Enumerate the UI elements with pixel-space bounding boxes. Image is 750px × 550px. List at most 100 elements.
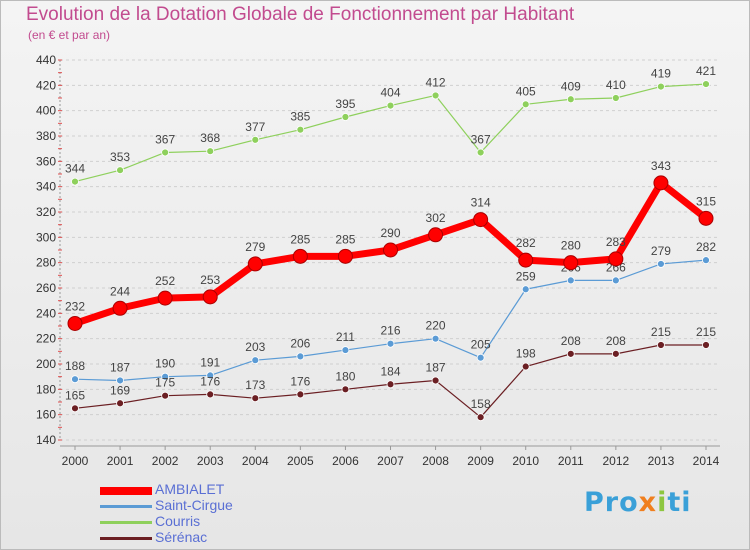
data-label-courris-2002: 367 (155, 132, 175, 146)
legend-swatch-saint-cirgue (100, 505, 152, 508)
point-saint-cirgue-2014 (702, 256, 710, 265)
x-tick-label-2000: 2000 (62, 454, 89, 468)
data-label-saint-cirgue-2003: 191 (200, 355, 220, 369)
point-s-r-nac-2009 (476, 413, 485, 422)
y-tick-label-440: 440 (36, 53, 56, 67)
point-courris-2012 (611, 94, 620, 102)
data-label-s-r-nac-2013: 215 (651, 325, 671, 339)
grid-lines (60, 59, 720, 441)
data-label-courris-2006: 395 (335, 97, 355, 111)
logo-part-4: ti (667, 487, 692, 518)
legend-item-saint-cirgue: Saint-Cirgue (100, 497, 320, 514)
data-label-courris-2009: 367 (471, 132, 491, 146)
point-saint-cirgue-2002 (161, 372, 170, 381)
point-ambialet-2004 (247, 256, 263, 272)
data-label-ambialet-2000: 232 (65, 299, 85, 313)
data-label-saint-cirgue-2006: 211 (336, 330, 355, 344)
point-s-r-nac-2011 (566, 349, 575, 358)
y-tick-label-240: 240 (36, 306, 56, 320)
data-label-s-r-nac-2002: 175 (155, 376, 175, 390)
point-s-r-nac-2004 (251, 394, 260, 403)
data-label-ambialet-2004: 279 (245, 240, 265, 254)
point-ambialet-2009 (473, 212, 489, 228)
y-tick-label-140: 140 (36, 433, 56, 447)
point-courris-2010 (521, 100, 530, 109)
data-label-s-r-nac-2014: 215 (696, 325, 716, 339)
y-tick-label-280: 280 (36, 256, 56, 270)
data-label-saint-cirgue-2013: 279 (651, 244, 671, 258)
y-tick-label-260: 260 (36, 281, 56, 295)
data-label-courris-2007: 404 (380, 86, 400, 100)
x-tick-label-2013: 2013 (648, 454, 675, 468)
y-tick-label-380: 380 (36, 129, 56, 143)
x-tick-label-2004: 2004 (242, 454, 269, 468)
data-label-ambialet-2011: 280 (561, 239, 581, 253)
x-tick-label-2003: 2003 (197, 454, 224, 468)
point-ambialet-2005 (292, 248, 308, 264)
data-label-s-r-nac-2010: 198 (516, 347, 536, 361)
point-courris-2004 (251, 135, 260, 144)
data-label-courris-2010: 405 (516, 84, 536, 98)
point-s-r-nac-2001 (116, 399, 124, 408)
point-courris-2008 (431, 91, 440, 100)
data-label-s-r-nac-2004: 173 (245, 378, 265, 392)
chart-title: Evolution de la Dotation Globale de Fonc… (26, 4, 575, 25)
data-label-ambialet-2003: 253 (200, 273, 220, 287)
point-courris-2006 (341, 113, 350, 121)
data-label-ambialet-2013: 343 (651, 159, 671, 173)
point-ambialet-2002 (157, 290, 173, 306)
point-courris-2014 (702, 80, 710, 88)
point-courris-2005 (296, 125, 305, 134)
x-tick-label-2005: 2005 (287, 454, 314, 468)
x-tick-label-2009: 2009 (467, 454, 494, 468)
data-label-s-r-nac-2005: 176 (290, 374, 310, 388)
data-label-ambialet-2005: 285 (290, 232, 310, 246)
data-label-s-r-nac-2001: 169 (110, 383, 130, 397)
logo-part-1: Pro (584, 487, 639, 518)
legend-item-serenac: Sérénac (100, 529, 320, 546)
point-s-r-nac-2005 (296, 390, 305, 399)
point-ambialet-2014 (698, 210, 714, 226)
point-s-r-nac-2008 (431, 376, 440, 385)
point-saint-cirgue-2010 (521, 285, 530, 294)
point-ambialet-2007 (383, 242, 398, 258)
data-label-saint-cirgue-2004: 203 (245, 340, 265, 354)
data-label-courris-2014: 421 (696, 64, 716, 78)
point-ambialet-2013 (653, 175, 669, 191)
data-label-s-r-nac-2000: 165 (65, 388, 85, 402)
data-label-courris-2008: 412 (426, 75, 446, 89)
point-ambialet-2001 (112, 300, 128, 316)
data-label-courris-2004: 377 (245, 120, 265, 134)
data-label-ambialet-2008: 302 (426, 211, 446, 225)
legend-label-saint-cirgue: Saint-Cirgue (155, 497, 233, 513)
data-label-saint-cirgue-2014: 282 (696, 240, 716, 254)
point-saint-cirgue-2008 (431, 334, 440, 343)
series-s-r-nac: 165 169 175 176 173 176 180 184 187 158 198 208 208 2… (65, 325, 716, 422)
x-tick-label-2001: 2001 (107, 454, 134, 468)
data-label-courris-2000: 344 (65, 162, 85, 176)
data-label-saint-cirgue-2001: 187 (110, 360, 130, 374)
point-ambialet-2000 (67, 315, 83, 331)
data-label-saint-cirgue-2000: 188 (65, 359, 85, 373)
point-saint-cirgue-2004 (251, 356, 260, 365)
point-saint-cirgue-2013 (657, 260, 665, 268)
legend-label-courris: Courris (155, 513, 201, 529)
data-label-s-r-nac-2007: 184 (380, 364, 400, 378)
data-label-saint-cirgue-2005: 206 (290, 336, 310, 350)
data-label-saint-cirgue-2009: 205 (471, 338, 491, 352)
legend-swatch-courris (100, 521, 152, 524)
point-courris-2002 (161, 148, 170, 157)
point-courris-2003 (206, 147, 215, 156)
point-saint-cirgue-2003 (206, 371, 215, 380)
point-saint-cirgue-2005 (296, 352, 305, 361)
point-s-r-nac-2014 (702, 341, 710, 349)
data-label-courris-2005: 385 (290, 110, 310, 124)
data-label-s-r-nac-2006: 180 (335, 369, 355, 383)
legend-item-courris: Courris (100, 513, 320, 530)
y-tick-label-300: 300 (36, 230, 56, 244)
logo-part-3: i (657, 487, 668, 518)
y-tick-label-340: 340 (36, 180, 56, 194)
point-s-r-nac-2007 (386, 380, 395, 389)
